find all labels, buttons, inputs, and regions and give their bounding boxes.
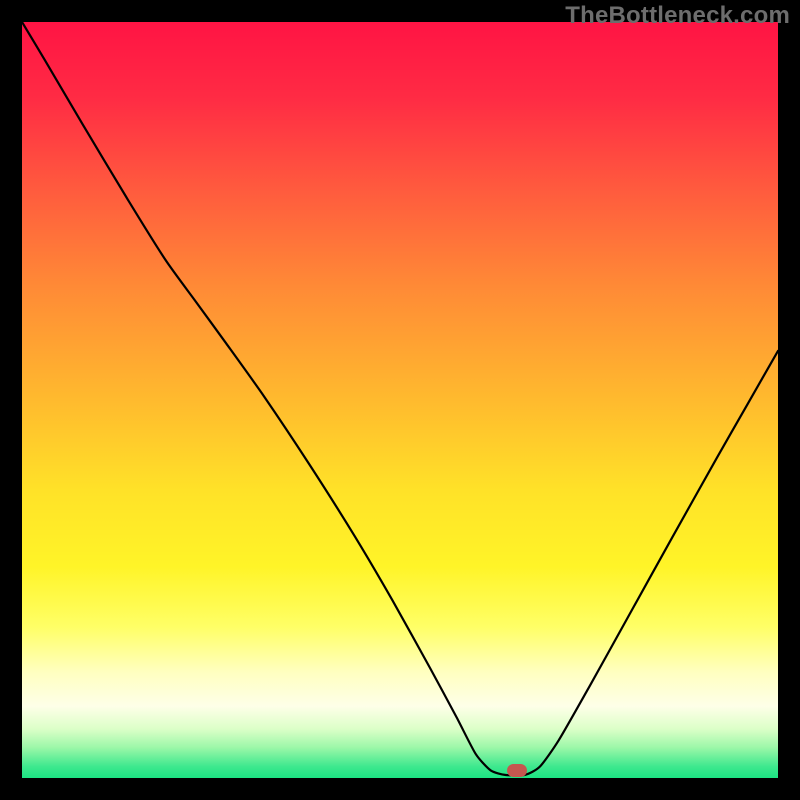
curve-path [22, 22, 778, 776]
watermark-label: TheBottleneck.com [565, 2, 790, 30]
optimal-marker [507, 764, 527, 777]
bottleneck-curve [22, 22, 778, 778]
chart-frame: TheBottleneck.com [0, 0, 800, 800]
plot-area [22, 22, 778, 778]
